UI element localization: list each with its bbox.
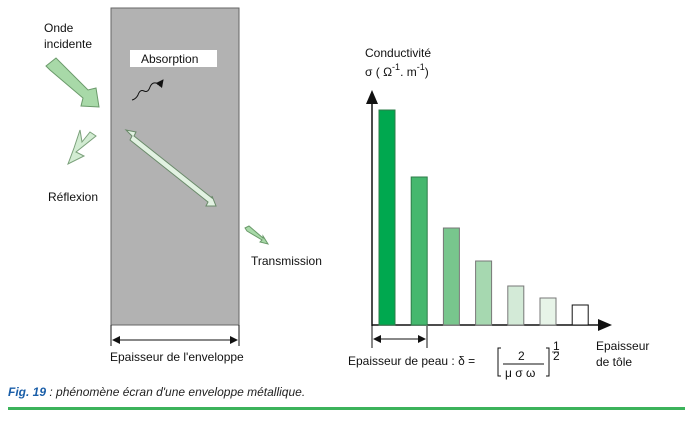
incident-arrow-icon bbox=[45, 57, 100, 108]
x-axis-title-2: de tôle bbox=[596, 355, 632, 369]
figure-caption: Fig. 19 : phénomène écran d'une envelopp… bbox=[8, 385, 305, 399]
bracket-left bbox=[497, 347, 501, 377]
internal-arrow-icon bbox=[124, 129, 217, 207]
exponent-numerator: 1 bbox=[553, 339, 560, 353]
y-axis-title: Conductivité bbox=[365, 46, 431, 60]
x-axis-title: Epaisseur bbox=[596, 339, 649, 353]
bar-6 bbox=[539, 297, 557, 326]
formula-numerator: 2 bbox=[518, 349, 525, 363]
y-axis-arrow-icon bbox=[366, 90, 378, 104]
formula-denominator: μ σ ω bbox=[505, 366, 535, 380]
bar-2 bbox=[410, 176, 428, 326]
incident-label-2: incidente bbox=[44, 37, 92, 51]
envelope-thickness-label: Epaisseur de l'enveloppe bbox=[110, 350, 244, 364]
conductivity-chart: Conductivité σ ( Ω-1. m-1) Epaisseur de … bbox=[348, 46, 649, 380]
transmission-label: Transmission bbox=[251, 254, 322, 268]
figure-number: Fig. 19 bbox=[8, 385, 47, 399]
bar-1 bbox=[378, 109, 396, 326]
transmission-arrow-icon bbox=[244, 225, 270, 245]
exponent-denominator: 2 bbox=[553, 349, 560, 363]
bar-3 bbox=[442, 227, 460, 326]
caption-text: : phénomène écran d'une enveloppe métall… bbox=[46, 385, 306, 399]
bracket-right bbox=[546, 347, 550, 377]
absorption-box bbox=[130, 50, 217, 67]
x-axis-arrow-icon bbox=[598, 319, 612, 331]
y-axis-unit: σ ( Ω-1. m-1) bbox=[365, 62, 429, 79]
bar-5 bbox=[507, 285, 525, 326]
incident-label: Onde bbox=[44, 21, 74, 35]
absorption-label: Absorption bbox=[141, 52, 198, 66]
bar-4 bbox=[475, 260, 493, 326]
skin-depth-label: Epaisseur de peau : δ = bbox=[348, 354, 475, 368]
bar-7 bbox=[571, 304, 589, 326]
caption-divider bbox=[8, 407, 685, 410]
absorption-wave-icon bbox=[131, 79, 164, 101]
reflexion-label: Réflexion bbox=[48, 190, 98, 204]
reflexion-arrow-icon bbox=[67, 129, 97, 166]
